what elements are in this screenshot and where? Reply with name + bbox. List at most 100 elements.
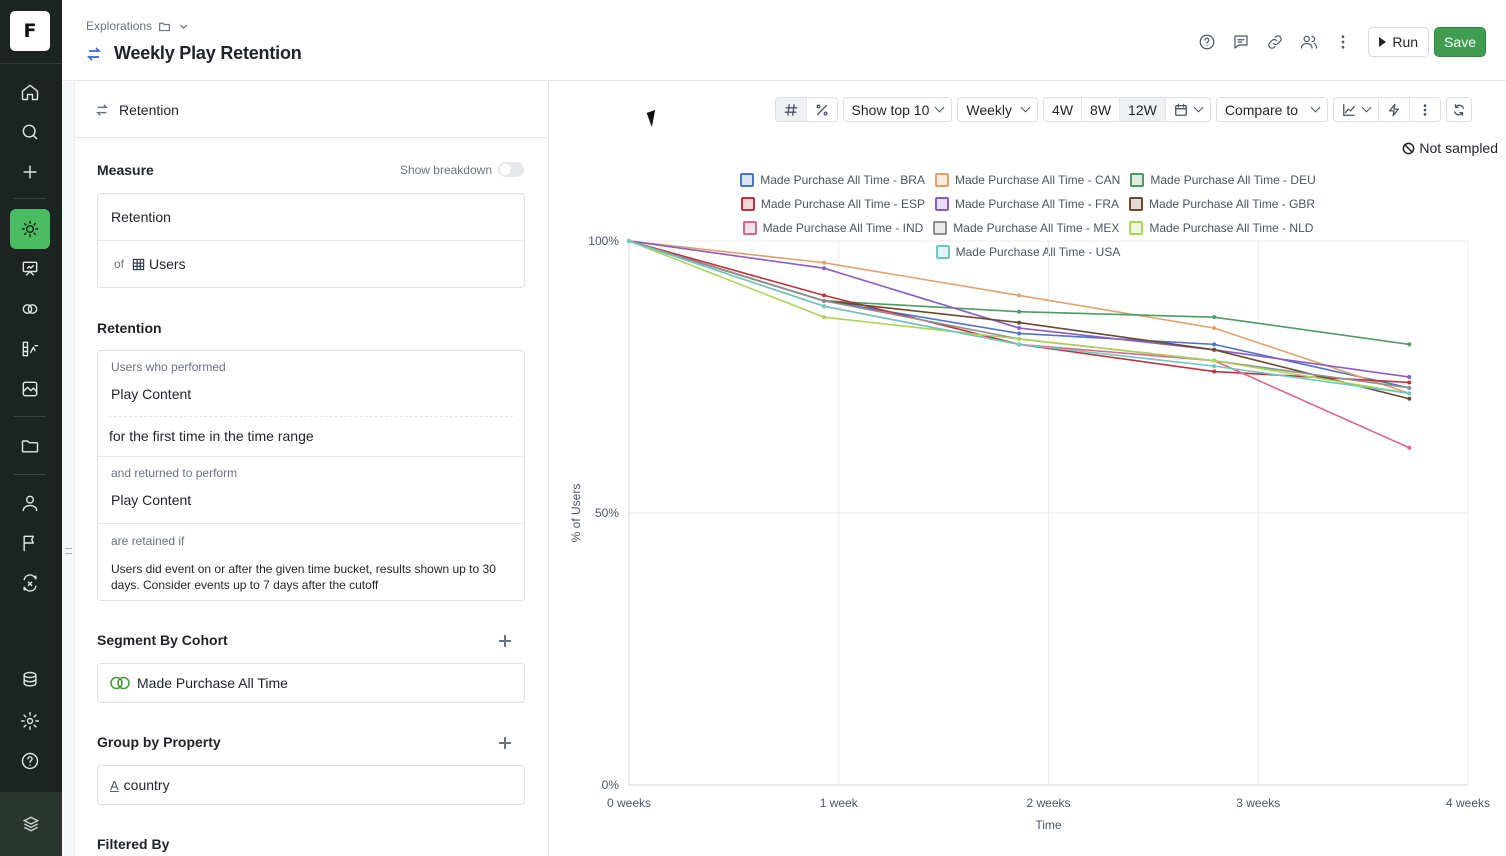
first-event-name[interactable]: Play Content	[111, 386, 192, 402]
data-point	[1017, 336, 1022, 341]
save-button[interactable]: Save	[1434, 27, 1486, 57]
legend-item[interactable]: Made Purchase All Time - USA	[935, 240, 1121, 264]
user-icon[interactable]	[10, 483, 50, 523]
legend-item[interactable]: Made Purchase All Time - DEU	[1130, 168, 1316, 192]
data-point	[1212, 315, 1217, 320]
group-row[interactable]: A country	[98, 766, 524, 804]
legend-swatch	[934, 173, 949, 187]
add-segment-icon[interactable]	[498, 634, 512, 648]
legend-item[interactable]: Made Purchase All Time - ESP	[740, 192, 925, 216]
refresh-icon	[1453, 103, 1465, 116]
legend-item[interactable]: Made Purchase All Time - CAN	[934, 168, 1120, 192]
data-point	[822, 293, 827, 298]
panel-resize-handle[interactable]	[62, 82, 75, 856]
search-icon[interactable]	[10, 112, 50, 152]
x-tick-label: 4 weeks	[1446, 796, 1490, 810]
data-point	[1407, 445, 1412, 450]
measure-entity[interactable]: of Users	[98, 241, 524, 287]
cohort-row[interactable]: Made Purchase All Time	[98, 664, 524, 702]
rail-divider	[0, 63, 62, 64]
more-icon[interactable]	[1326, 27, 1360, 57]
y-axis-title: % of Users	[569, 484, 583, 543]
retained-condition-block[interactable]: are retained if Users did event on or af…	[98, 524, 524, 600]
insights-button[interactable]	[1379, 98, 1410, 121]
legend-label: Made Purchase All Time - DEU	[1150, 173, 1316, 187]
run-button[interactable]: Run	[1368, 27, 1430, 57]
legend-swatch	[933, 221, 948, 235]
line-chart-icon	[1343, 103, 1355, 116]
legend-item[interactable]: Made Purchase All Time - IND	[742, 216, 923, 240]
first-event-qualifier[interactable]: for the first time in the time range	[109, 428, 314, 444]
help-icon[interactable]	[1190, 27, 1224, 57]
legend-item[interactable]: Made Purchase All Time - GBR	[1129, 192, 1315, 216]
return-event-name[interactable]: Play Content	[111, 492, 192, 508]
first-event-block[interactable]: Users who performed Play Content for the…	[98, 351, 524, 457]
breadcrumb[interactable]: Explorations	[86, 19, 190, 33]
legend-item[interactable]: Made Purchase All Time - BRA	[740, 168, 925, 192]
presentation-icon[interactable]	[10, 249, 50, 289]
help-icon[interactable]	[10, 741, 50, 781]
x-tick-label: 1 week	[820, 796, 859, 810]
data-point	[1212, 358, 1217, 363]
data-point	[822, 260, 827, 265]
more-options-button[interactable]	[1410, 98, 1440, 121]
chevron-down-icon[interactable]	[177, 20, 190, 33]
date-picker[interactable]	[1166, 98, 1210, 121]
data-point	[1017, 320, 1022, 325]
range-8w[interactable]: 8W	[1082, 98, 1121, 121]
show-breakdown-toggle[interactable]: Show breakdown	[400, 162, 524, 177]
metrics-icon[interactable]	[10, 329, 50, 369]
settings-icon[interactable]	[10, 701, 50, 741]
percent-mode-button[interactable]	[807, 98, 837, 121]
data-point	[822, 298, 827, 303]
page-title[interactable]: Weekly Play Retention	[114, 43, 302, 63]
folder-icon[interactable]	[10, 426, 50, 466]
x-tick-label: 0 weeks	[607, 796, 651, 810]
refresh-button[interactable]	[1446, 97, 1472, 122]
cohort-card[interactable]: Made Purchase All Time	[97, 663, 525, 703]
data-point	[1017, 331, 1022, 336]
measure-metric[interactable]: Retention	[98, 194, 524, 241]
granularity-dropdown[interactable]: Weekly	[957, 97, 1039, 122]
nav-rail: F	[0, 0, 62, 856]
plus-icon[interactable]	[10, 152, 50, 192]
range-12w[interactable]: 12W	[1120, 98, 1166, 121]
dashboard-icon[interactable]	[10, 369, 50, 409]
data-point	[1212, 364, 1217, 369]
link-icon[interactable]	[1258, 27, 1292, 57]
experiments-icon[interactable]	[10, 563, 50, 603]
metric-label: Retention	[111, 209, 171, 225]
home-icon[interactable]	[10, 72, 50, 112]
legend-item[interactable]: Made Purchase All Time - NLD	[1129, 216, 1313, 240]
add-group-icon[interactable]	[498, 736, 512, 750]
share-users-icon[interactable]	[1292, 27, 1326, 57]
workspace-switcher[interactable]	[0, 792, 62, 856]
data-point	[1407, 385, 1412, 390]
legend-swatch	[935, 245, 950, 259]
legend-swatch	[934, 197, 949, 211]
database-icon[interactable]	[10, 660, 50, 700]
query-type-selector[interactable]: Retention	[75, 82, 549, 138]
range-selector: 4W 8W 12W	[1043, 97, 1211, 122]
legend-item[interactable]: Made Purchase All Time - FRA	[934, 192, 1119, 216]
show-top-dropdown[interactable]: Show top 10	[842, 97, 953, 122]
y-tick-label: 100%	[588, 234, 619, 248]
flag-icon[interactable]	[10, 523, 50, 563]
cohorts-icon[interactable]	[10, 289, 50, 329]
comment-icon[interactable]	[1224, 27, 1258, 57]
group-card[interactable]: A country	[97, 765, 525, 805]
explorations-icon[interactable]	[10, 209, 50, 249]
legend-label: Made Purchase All Time - USA	[955, 245, 1121, 259]
chart-type-dropdown[interactable]	[1334, 98, 1379, 121]
compare-dropdown[interactable]: Compare to	[1215, 97, 1328, 122]
range-4w[interactable]: 4W	[1044, 98, 1083, 121]
count-mode-button[interactable]	[775, 98, 807, 121]
page-header: Explorations Weekly Play Retention Run S…	[62, 0, 1506, 81]
legend-item[interactable]: Made Purchase All Time - MEX	[933, 216, 1119, 240]
toggle-switch[interactable]	[498, 162, 524, 177]
breadcrumb-label[interactable]: Explorations	[86, 19, 153, 33]
app-logo[interactable]: F	[10, 11, 50, 51]
segment-title: Segment By Cohort	[97, 632, 228, 648]
return-event-block[interactable]: and returned to perform Play Content	[98, 457, 524, 524]
compare-label: Compare to	[1224, 101, 1298, 118]
